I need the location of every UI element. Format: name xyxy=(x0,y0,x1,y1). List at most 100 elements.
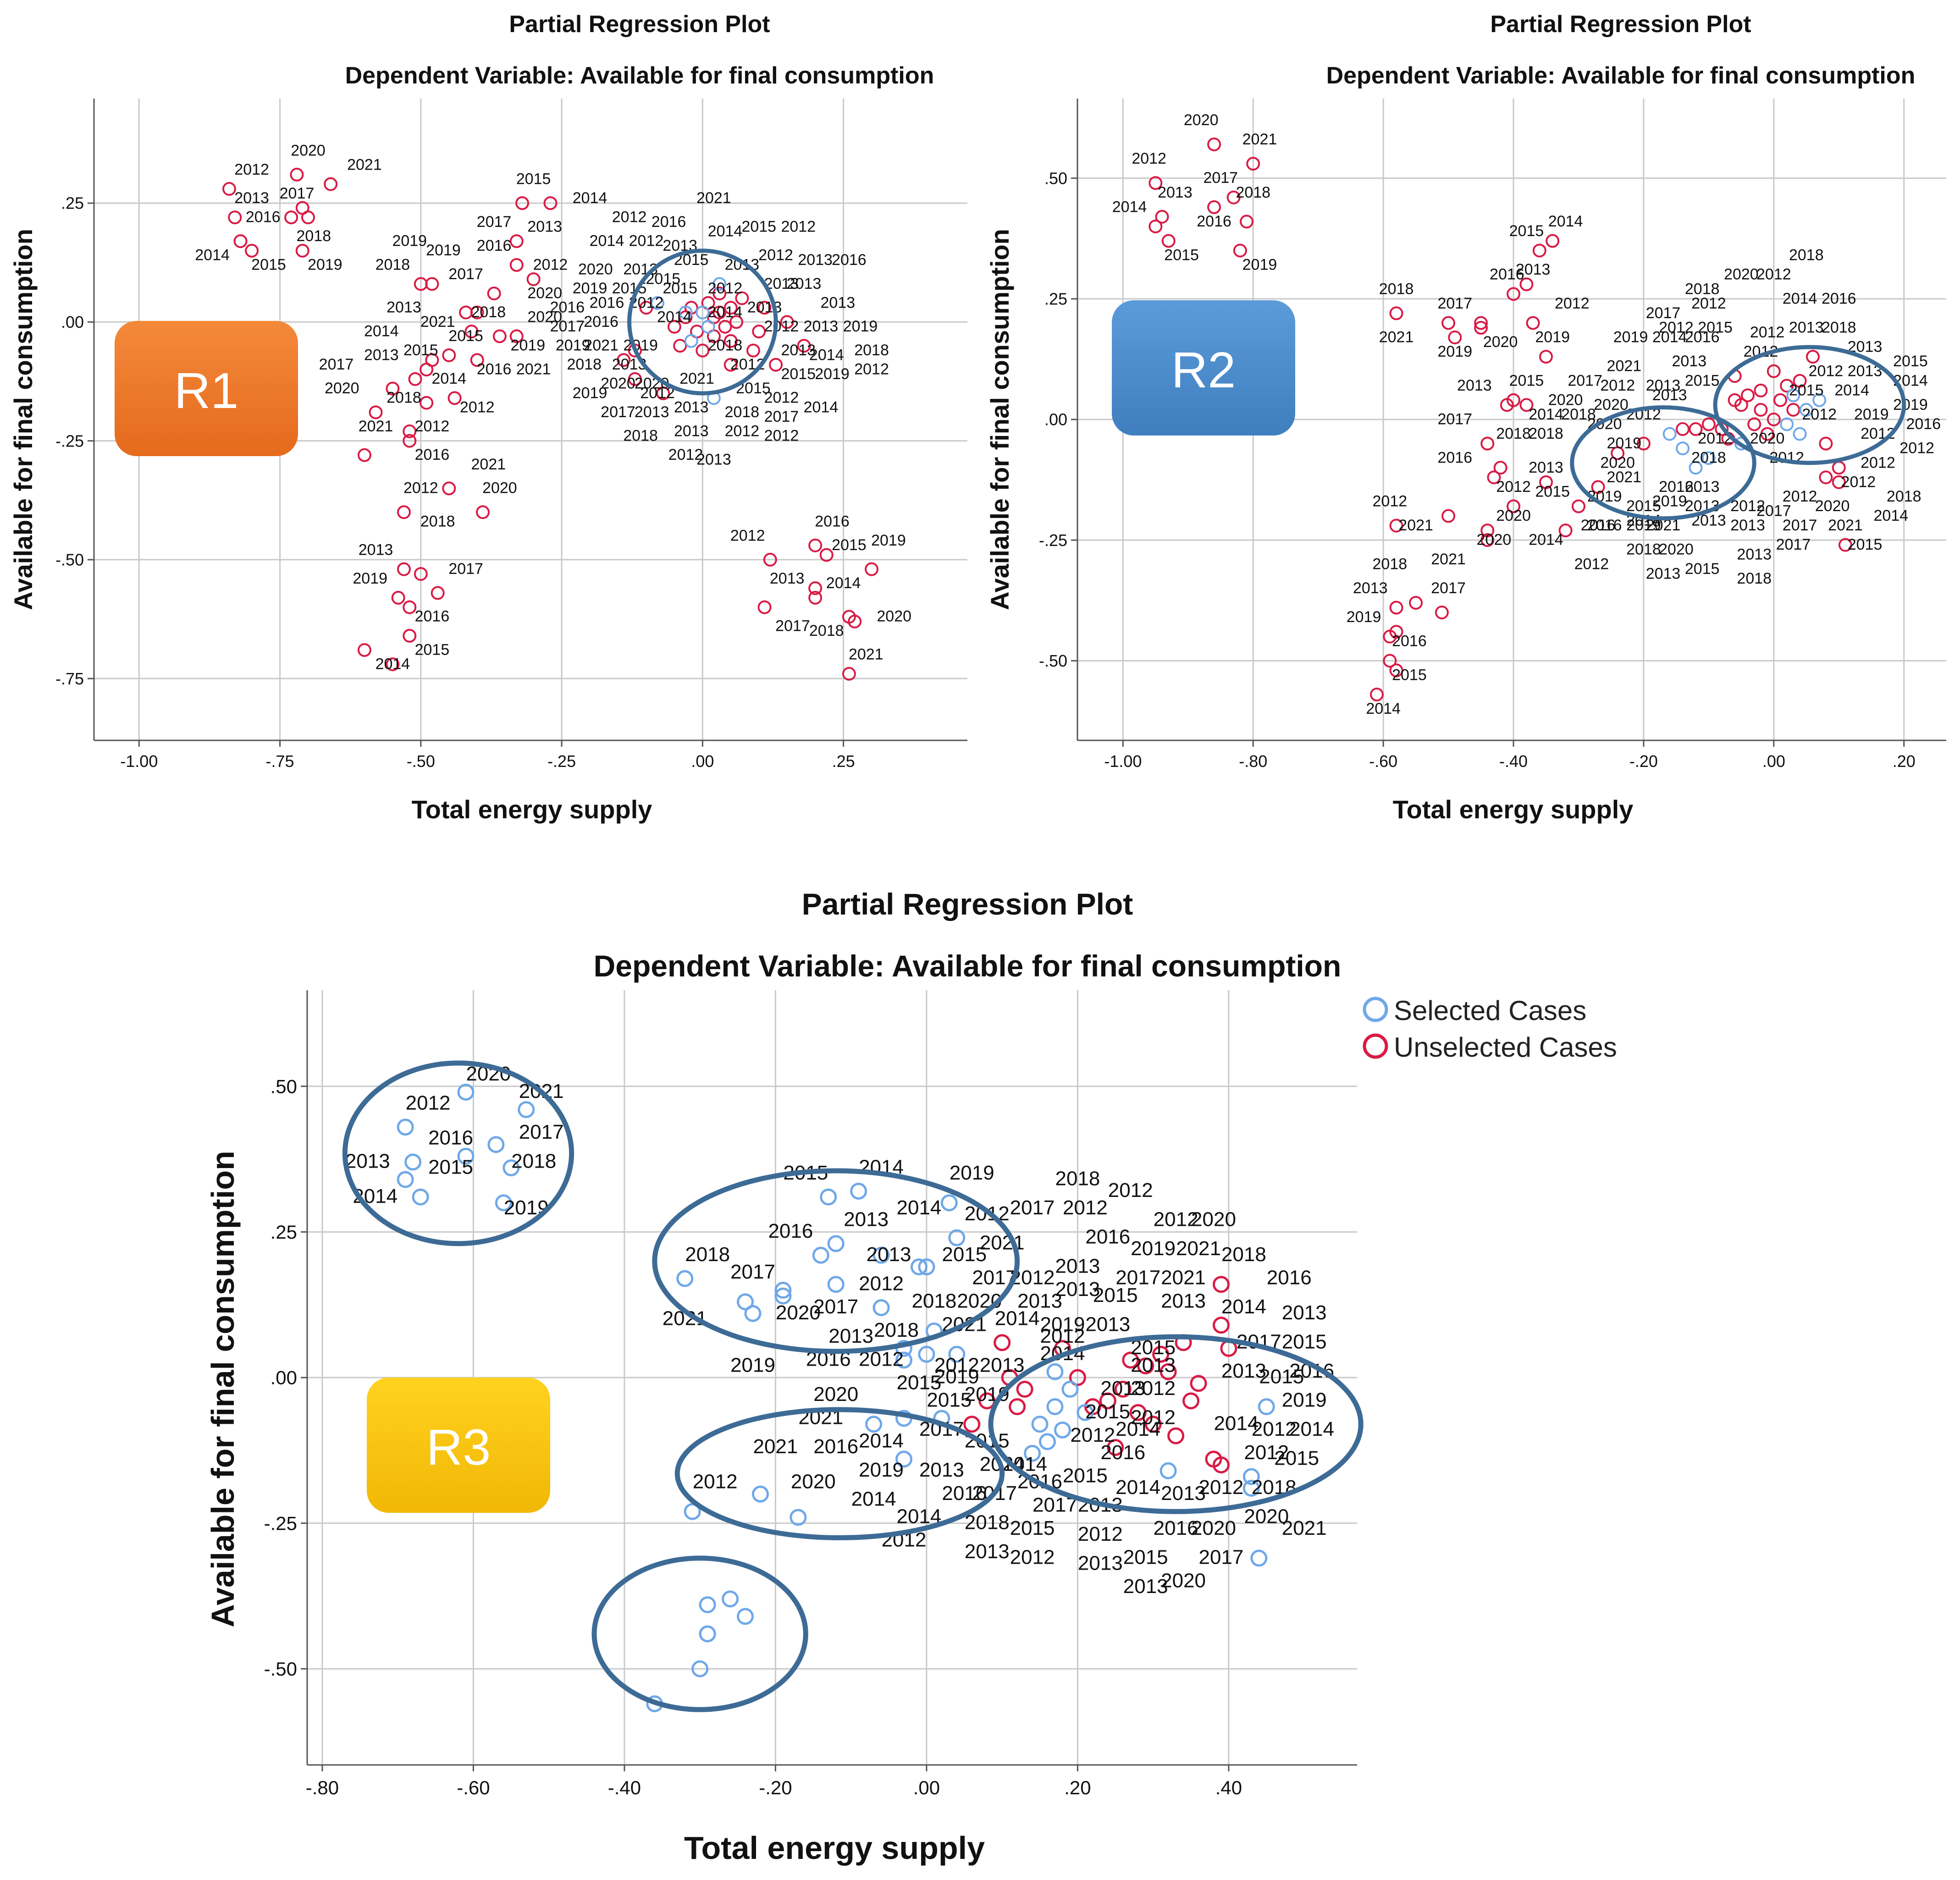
case-label: 2015 xyxy=(942,1243,987,1266)
chart-r3-ytick-label: -.50 xyxy=(264,1658,297,1680)
case-label: 2015 xyxy=(1063,1465,1108,1487)
case-label: 2018 xyxy=(1685,280,1720,298)
case-label: 2012 xyxy=(1659,319,1694,336)
case-label: 2014 xyxy=(804,398,839,416)
case-label: 2012 xyxy=(764,427,799,445)
case-label: 2012 xyxy=(1154,1208,1198,1231)
unselected-case-point xyxy=(696,343,710,358)
unselected-case-point xyxy=(1741,388,1755,402)
case-label: 2012 xyxy=(1750,324,1785,341)
unselected-case-point xyxy=(1226,190,1241,204)
case-label: 2019 xyxy=(1437,343,1472,360)
case-label: 2012 xyxy=(1131,1406,1176,1429)
unselected-case-point xyxy=(1773,393,1788,407)
case-label: 2015 xyxy=(781,365,816,383)
selected-case-point xyxy=(412,1188,429,1206)
case-label: 2013 xyxy=(867,1243,911,1266)
unselected-case-point xyxy=(819,548,834,562)
chart-r2-ylabel: Available for final consumption xyxy=(985,229,1014,610)
chart-r1-ytick-label: .25 xyxy=(61,194,84,213)
unselected-case-point xyxy=(1016,1380,1033,1398)
case-label: 2021 xyxy=(1828,517,1863,534)
case-label: 2017 xyxy=(764,408,799,425)
case-label: 2021 xyxy=(1242,131,1277,148)
legend: Selected Cases Unselected Cases xyxy=(1363,995,1617,1063)
case-label: 2019 xyxy=(730,1354,775,1376)
case-label: 2013 xyxy=(674,398,709,416)
cluster-ellipse xyxy=(988,1334,1364,1514)
case-label: 2014 xyxy=(995,1307,1040,1330)
selected-case-point xyxy=(1812,393,1827,407)
case-label: 2013 xyxy=(919,1459,964,1481)
selected-case-point xyxy=(397,1171,414,1188)
unselected-case-point xyxy=(408,372,422,386)
case-label: 2019 xyxy=(1131,1237,1176,1260)
unselected-case-point xyxy=(1480,533,1495,547)
case-label: 2016 xyxy=(477,237,512,254)
case-label: 2018 xyxy=(567,356,602,373)
case-label: 2017 xyxy=(477,213,512,231)
case-label: 2012 xyxy=(1078,1523,1123,1545)
case-label: 2012 xyxy=(1555,295,1590,312)
unselected-case-point xyxy=(1558,524,1573,538)
case-label: 2012 xyxy=(1063,1196,1108,1219)
unselected-case-point xyxy=(1546,234,1560,248)
case-label: 2012 xyxy=(934,1354,979,1376)
case-label: 2020 xyxy=(601,375,635,392)
case-label: 2012 xyxy=(1496,478,1531,496)
case-label: 2016 xyxy=(415,446,450,463)
case-label: 2012 xyxy=(1802,406,1837,423)
unselected-case-point xyxy=(476,505,490,519)
unselected-case-point xyxy=(1519,277,1534,292)
case-label: 2013 xyxy=(1353,579,1388,597)
case-label: 2012 xyxy=(854,360,889,378)
case-label: 2018 xyxy=(375,256,410,273)
case-label: 2018 xyxy=(1691,449,1726,467)
case-label: 2014 xyxy=(1874,507,1909,524)
unselected-case-point xyxy=(1069,1369,1086,1386)
case-label: 2012 xyxy=(1040,1325,1085,1347)
case-label: 2019 xyxy=(556,337,591,354)
case-label: 2014 xyxy=(1834,381,1869,399)
case-label: 2019 xyxy=(1347,608,1381,626)
selected-case-point xyxy=(684,334,698,348)
chart-r3-region-label: R3 xyxy=(426,1419,491,1476)
chart-r2-ytick-label: .25 xyxy=(1044,289,1067,308)
case-label: 2013 xyxy=(781,342,816,359)
case-label: 2019 xyxy=(934,1366,979,1388)
case-label: 2015 xyxy=(832,536,867,554)
cluster-ellipse xyxy=(627,248,778,396)
case-label: 2015 xyxy=(1685,560,1720,578)
case-label: 2017 xyxy=(1646,304,1681,322)
unselected-case-point xyxy=(963,1416,981,1433)
case-label: 2012 xyxy=(403,480,438,497)
case-label: 2016 xyxy=(768,1220,813,1242)
case-label: 2018 xyxy=(874,1319,919,1341)
unselected-case-point xyxy=(1480,436,1495,451)
selected-case-point xyxy=(820,1188,837,1206)
case-label: 2019 xyxy=(1613,329,1648,346)
case-label: 2019 xyxy=(353,570,387,587)
case-label: 2014 xyxy=(1783,290,1817,307)
chart-r3-xtick-label: .00 xyxy=(913,1777,940,1798)
case-label: 2015 xyxy=(1164,247,1199,264)
case-label: 2012 xyxy=(1691,295,1726,312)
unselected-case-point xyxy=(1819,436,1833,451)
unselected-case-point xyxy=(1148,219,1163,233)
case-label: 2018 xyxy=(471,303,506,321)
chart-r2-xtick-label: -.80 xyxy=(1239,752,1267,771)
case-label: 2013 xyxy=(1789,319,1824,336)
unselected-case-point xyxy=(1159,1363,1177,1380)
chart-r2-ytick-label: .50 xyxy=(1044,169,1067,187)
unselected-case-point xyxy=(526,272,541,287)
case-label: 2013 xyxy=(386,299,421,316)
case-label: 2019 xyxy=(1242,256,1277,274)
unselected-case-point xyxy=(1144,1416,1162,1433)
case-label: 2020 xyxy=(1191,1517,1236,1539)
selected-case-point xyxy=(1024,1444,1041,1462)
case-label: 2020 xyxy=(1477,531,1512,549)
case-label: 2014 xyxy=(573,189,607,207)
case-label: 2015 xyxy=(927,1389,972,1411)
selected-case-point xyxy=(495,1194,512,1212)
case-label: 2013 xyxy=(1457,377,1492,394)
